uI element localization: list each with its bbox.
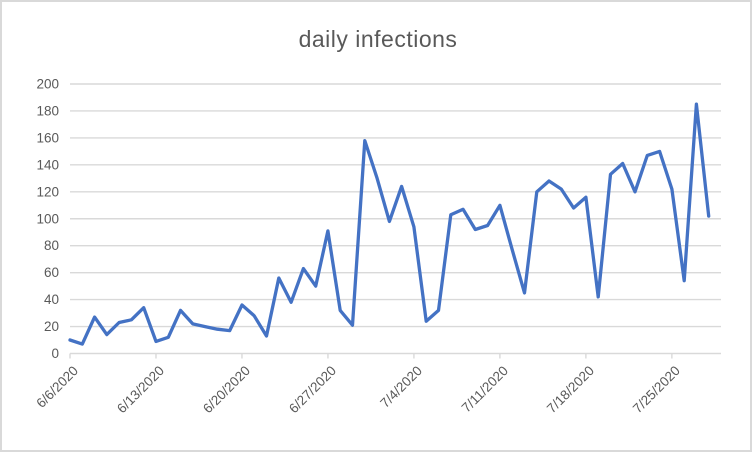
x-tick-label: 7/11/2020 — [459, 363, 511, 415]
y-tick-label: 100 — [36, 211, 59, 226]
chart-title: daily infections — [298, 26, 458, 52]
x-tick-label: 7/4/2020 — [377, 363, 425, 411]
y-tick-label: 120 — [36, 184, 59, 199]
x-tick-label: 7/25/2020 — [630, 363, 683, 416]
y-tick-label: 180 — [36, 103, 59, 118]
y-tick-label: 40 — [44, 292, 59, 307]
x-tick-label: 6/13/2020 — [114, 363, 167, 416]
x-tick-label: 7/18/2020 — [544, 363, 597, 416]
x-tick-label: 6/27/2020 — [286, 363, 339, 416]
y-tick-label: 80 — [44, 238, 59, 253]
y-tick-label: 0 — [51, 346, 59, 361]
y-tick-label: 140 — [36, 157, 59, 172]
x-tick-label: 6/20/2020 — [200, 363, 253, 416]
x-tick-label: 6/6/2020 — [33, 363, 81, 411]
y-tick-label: 60 — [44, 265, 59, 280]
data-series-line — [68, 102, 711, 346]
y-tick-label: 160 — [36, 130, 59, 145]
y-tick-label: 20 — [44, 319, 59, 334]
y-tick-label: 200 — [36, 77, 59, 92]
